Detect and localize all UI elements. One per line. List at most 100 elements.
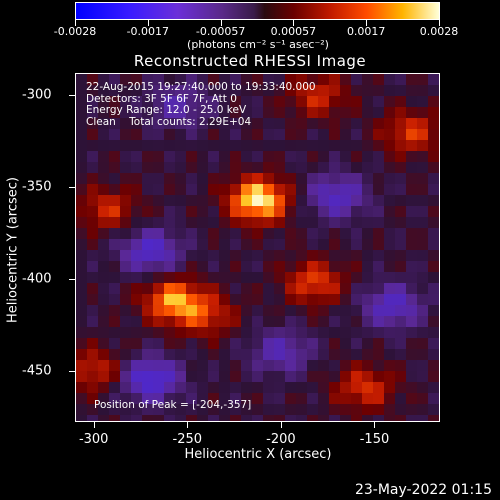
heatmap-cell: [98, 294, 110, 306]
heatmap-cell: [274, 316, 286, 328]
heatmap-cell: [98, 96, 110, 108]
heatmap-cell: [241, 415, 253, 421]
heatmap-cell: [274, 217, 286, 229]
heatmap-cell: [340, 415, 352, 421]
heatmap-cell: [417, 195, 429, 207]
heatmap-cell: [76, 338, 88, 350]
heatmap-cell: [208, 261, 220, 273]
heatmap-cell: [131, 96, 143, 108]
heatmap-cell: [109, 404, 121, 416]
heatmap-cell: [142, 294, 154, 306]
heatmap-cell: [120, 239, 132, 251]
heatmap-cell: [109, 206, 121, 218]
heatmap-cell: [307, 151, 319, 163]
heatmap-cell: [87, 173, 99, 185]
heatmap-cell: [307, 316, 319, 328]
heatmap-cell: [274, 283, 286, 295]
heatmap-cell: [142, 338, 154, 350]
heatmap-cell: [274, 107, 286, 119]
heatmap-cell: [186, 228, 198, 240]
heatmap-cell: [153, 173, 165, 185]
heatmap-cell: [373, 129, 385, 141]
heatmap-cell: [329, 184, 341, 196]
heatmap-cell: [296, 228, 308, 240]
heatmap-cell: [351, 371, 363, 383]
heatmap-cell: [395, 184, 407, 196]
heatmap-cell: [241, 195, 253, 207]
heatmap-cell: [362, 305, 374, 317]
heatmap-cell: [417, 140, 429, 152]
heatmap-cell: [219, 239, 231, 251]
heatmap-cell: [120, 85, 132, 97]
heatmap-cell: [351, 327, 363, 339]
heatmap-cell: [395, 360, 407, 372]
heatmap-cell: [175, 228, 187, 240]
heatmap-cell: [340, 129, 352, 141]
heatmap-cell: [373, 305, 385, 317]
heatmap-cell: [252, 415, 264, 421]
heatmap-cell: [131, 349, 143, 361]
heatmap-cell: [329, 382, 341, 394]
heatmap-cell: [219, 371, 231, 383]
heatmap-cell: [186, 162, 198, 174]
heatmap-cell: [351, 404, 363, 416]
heatmap-cell: [120, 371, 132, 383]
heatmap-cell: [153, 294, 165, 306]
heatmap-cell: [329, 140, 341, 152]
heatmap-cell: [296, 184, 308, 196]
heatmap-cell: [142, 217, 154, 229]
heatmap-cell: [76, 261, 88, 273]
heatmap-cell: [362, 85, 374, 97]
heatmap-cell: [263, 283, 275, 295]
heatmap-cell: [208, 151, 220, 163]
heatmap-cell: [87, 327, 99, 339]
heatmap-cell: [318, 261, 330, 273]
heatmap-cell: [120, 272, 132, 284]
heatmap-cell: [395, 294, 407, 306]
heatmap-cell: [285, 107, 297, 119]
heatmap-cell: [131, 272, 143, 284]
heatmap-cell: [186, 305, 198, 317]
image-plot[interactable]: 22-Aug-2015 19:27:40.000 to 19:33:40.000…: [75, 73, 440, 422]
heatmap-cell: [373, 151, 385, 163]
heatmap-cell: [318, 283, 330, 295]
heatmap-cell: [307, 371, 319, 383]
heatmap-cell: [296, 74, 308, 86]
heatmap-cell: [208, 349, 220, 361]
heatmap-cell: [373, 338, 385, 350]
heatmap-cell: [351, 85, 363, 97]
heatmap-cell: [384, 316, 396, 328]
heatmap-cell: [417, 305, 429, 317]
heatmap-cell: [406, 151, 418, 163]
chart-title: Reconstructed RHESSI Image: [133, 52, 367, 70]
heatmap-cell: [87, 338, 99, 350]
heatmap-cell: [230, 96, 242, 108]
heatmap-cell: [208, 283, 220, 295]
x-axis-label: Heliocentric X (arcsec): [184, 447, 332, 462]
heatmap-cell: [373, 184, 385, 196]
heatmap-cell: [263, 129, 275, 141]
heatmap-cell: [406, 316, 418, 328]
heatmap-cell: [285, 184, 297, 196]
heatmap-cell: [318, 228, 330, 240]
heatmap-cell: [296, 129, 308, 141]
heatmap-cell: [142, 404, 154, 416]
heatmap-cell: [340, 382, 352, 394]
heatmap-cell: [417, 415, 429, 421]
heatmap-cell: [76, 96, 88, 108]
heatmap-cell: [351, 184, 363, 196]
heatmap-cell: [263, 371, 275, 383]
heatmap-cell: [142, 195, 154, 207]
heatmap-cell: [428, 239, 439, 251]
heatmap-cell: [296, 327, 308, 339]
heatmap-cell: [219, 118, 231, 130]
heatmap-cell: [329, 151, 341, 163]
heatmap-cell: [296, 107, 308, 119]
heatmap-cell: [98, 228, 110, 240]
heatmap-cell: [340, 195, 352, 207]
heatmap-cell: [274, 195, 286, 207]
heatmap-cell: [76, 393, 88, 405]
heatmap-cell: [329, 393, 341, 405]
heatmap-cell: [296, 305, 308, 317]
heatmap-cell: [318, 404, 330, 416]
